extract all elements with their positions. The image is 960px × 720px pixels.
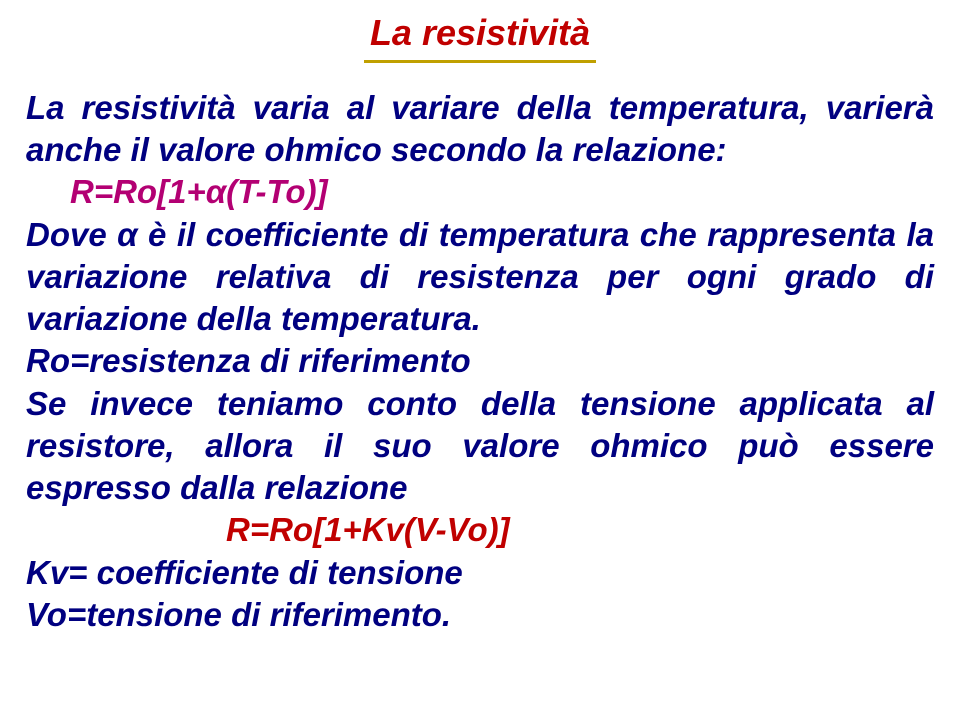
paragraph-vo: Vo=tensione di riferimento. [26,594,934,636]
slide: La resistività La resistività varia al v… [0,0,960,720]
paragraph-kv: Kv= coefficiente di tensione [26,552,934,594]
paragraph-ro: Ro=resistenza di riferimento [26,340,934,382]
formula-temperature: R=Ro[1+α(T-To)] [26,171,934,213]
title-container: La resistività [0,0,960,63]
paragraph-voltage: Se invece teniamo conto della tensione a… [26,383,934,510]
paragraph-alpha: Dove α è il coefficiente di temperatura … [26,214,934,341]
paragraph-intro: La resistività varia al variare della te… [26,87,934,171]
slide-body: La resistività varia al variare della te… [0,63,960,636]
slide-title: La resistività [364,12,596,63]
formula-voltage: R=Ro[1+Kv(V-Vo)] [26,509,934,551]
